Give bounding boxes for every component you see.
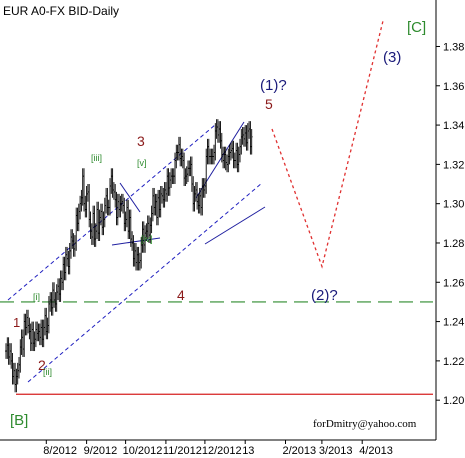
y-tick-label: 1.20: [443, 395, 464, 407]
y-tick-label: 1.26: [443, 277, 464, 289]
y-tick-label: 1.24: [443, 317, 464, 329]
wedge-lower-line: [204, 206, 266, 245]
x-tick-label: 2/2013: [283, 445, 317, 457]
wave-label-2q: (2)?: [311, 287, 338, 304]
subwave-label-iv: [iv]: [141, 234, 153, 244]
wave-label-1: 1: [13, 315, 20, 330]
x-tick-label: 11/2012: [163, 445, 202, 457]
wave-label-5: 5: [265, 96, 273, 112]
subwave-label-i: [i]: [33, 292, 40, 302]
wave-label-C: [C]: [407, 19, 426, 36]
y-tick-label: 1.36: [443, 81, 464, 93]
wave-labels: 1 2 3 4 5 [i] [ii] [iii] [iv] [v] [B] [C] (1)? (2)? (3…: [10, 19, 426, 429]
chart-title: EUR A0-FX BID-Daily: [3, 4, 119, 18]
y-tick-label: 1.34: [443, 120, 464, 132]
forecast-path: [271, 20, 384, 269]
x-tick-label: 8/2012: [43, 445, 77, 457]
wave-label-1q: (1)?: [260, 77, 287, 94]
subwave-label-ii: [ii]: [43, 367, 52, 377]
x-tick-label: 4/2013: [359, 445, 393, 457]
y-tick-label: 1.22: [443, 356, 464, 368]
y-tick-label: 1.30: [443, 199, 464, 211]
wave-label-4: 4: [177, 287, 185, 303]
price-bars: [5, 119, 253, 393]
y-tick-label: 1.38: [443, 41, 464, 53]
x-tick-label: 10/2012: [123, 445, 163, 457]
wave-label-3: 3: [137, 133, 145, 149]
x-tick-label: 9/2012: [84, 445, 118, 457]
y-tick-label: 1.28: [443, 238, 464, 250]
subwave-label-iii: [iii]: [91, 153, 102, 163]
wave-label-3: (3): [383, 49, 401, 66]
horizontal-levels: [0, 301, 433, 395]
x-tick-label: 3/2013: [319, 445, 353, 457]
wave-iv-upper-line: [119, 182, 141, 213]
y-tick-label: 1.32: [443, 159, 464, 171]
lower-channel-line: [27, 182, 263, 383]
wave-iv-lower-line: [111, 237, 161, 246]
forecast-line: [271, 20, 384, 269]
x-tick-label: 13: [242, 445, 254, 457]
watermark: forDmitry@yahoo.com: [313, 418, 417, 430]
wave-label-B: [B]: [10, 412, 28, 429]
wave-label-2: 2: [38, 357, 46, 373]
subwave-label-v: [v]: [137, 158, 147, 168]
x-tick-label: 12/2012: [202, 445, 242, 457]
